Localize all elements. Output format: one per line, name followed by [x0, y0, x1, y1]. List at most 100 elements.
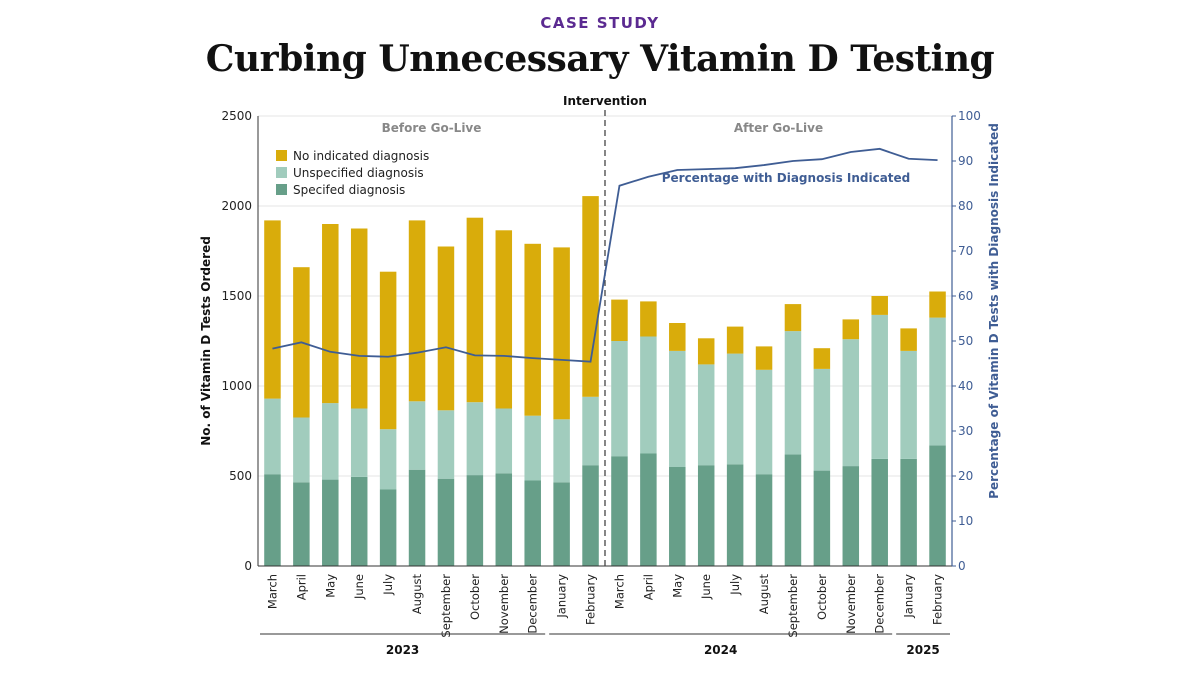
bar-unspecified: [900, 350, 917, 459]
bar-unspecified: [350, 408, 368, 477]
bar-unspecified: [437, 410, 455, 479]
x-tick-label: June: [352, 574, 366, 600]
x-tick-label: April: [641, 574, 655, 600]
right-tick-label: 100: [958, 109, 981, 123]
intervention-label: Intervention: [563, 94, 647, 108]
right-tick-label: 70: [958, 244, 973, 258]
x-tick-label: December: [873, 574, 887, 634]
x-tick-label: February: [584, 574, 598, 625]
bar-specified: [553, 482, 570, 566]
bar-no-diagnosis: [929, 291, 946, 318]
bar-no-diagnosis: [871, 296, 888, 315]
legend-label: Specifed diagnosis: [293, 183, 405, 197]
bar-specified: [495, 473, 513, 566]
bar-specified: [293, 482, 310, 566]
right-tick-label: 60: [958, 289, 973, 303]
bar-unspecified: [553, 419, 570, 483]
bar-no-diagnosis: [726, 326, 744, 354]
x-tick-label: September: [439, 574, 453, 638]
bar-no-diagnosis: [350, 228, 368, 409]
bar-no-diagnosis: [466, 217, 484, 403]
right-tick-label: 20: [958, 469, 973, 483]
x-tick-label: November: [844, 574, 858, 634]
bar-unspecified: [408, 401, 426, 470]
x-tick-label: April: [294, 574, 308, 600]
percentage-line: [272, 147, 938, 363]
bar-specified: [669, 467, 686, 566]
bar-specified: [379, 489, 397, 566]
legend-label: No indicated diagnosis: [293, 149, 429, 163]
bar-no-diagnosis: [582, 196, 599, 397]
legend-swatch: [276, 150, 287, 161]
bar-no-diagnosis: [813, 348, 831, 369]
bar-no-diagnosis: [611, 299, 628, 341]
legend-label: Unspecified diagnosis: [293, 166, 424, 180]
left-tick-label: 2000: [221, 199, 252, 213]
legend-swatch: [276, 167, 287, 178]
x-tick-label: March: [265, 574, 279, 609]
x-tick-label: July: [381, 574, 395, 596]
right-tick-label: 50: [958, 334, 973, 348]
bar-specified: [582, 465, 599, 566]
bar-unspecified: [524, 415, 541, 481]
right-tick-label: 40: [958, 379, 973, 393]
bar-unspecified: [755, 369, 773, 475]
x-tick-label: January: [555, 574, 569, 619]
before-go-live-label: Before Go-Live: [382, 121, 482, 135]
x-tick-label: January: [902, 574, 916, 619]
x-tick-label: July: [728, 574, 742, 596]
axes-layer: 0 500 1000 1500 2000 2500 0 10 20 30 40 50 60 70 80 90 1…: [199, 109, 1001, 657]
bar-specified: [929, 445, 946, 566]
bar-no-diagnosis: [322, 224, 339, 404]
case-study-kicker: CASE STUDY: [540, 14, 660, 32]
bar-specified: [755, 474, 773, 566]
bar-no-diagnosis: [437, 246, 455, 411]
right-tick-label: 30: [958, 424, 973, 438]
bar-specified: [524, 480, 541, 566]
x-tick-label: December: [526, 574, 540, 634]
year-group-label: 2024: [704, 643, 737, 657]
bar-unspecified: [871, 314, 888, 459]
percentage-line-label: Percentage with Diagnosis Indicated: [662, 171, 911, 185]
bar-unspecified: [669, 350, 686, 467]
bar-unspecified: [697, 364, 715, 466]
bar-unspecified: [726, 353, 744, 465]
bar-unspecified: [842, 339, 860, 467]
x-tick-label: October: [815, 574, 829, 620]
bar-unspecified: [264, 398, 281, 475]
x-tick-label: August: [410, 574, 424, 615]
bar-specified: [322, 479, 339, 566]
x-tick-label: February: [931, 574, 945, 625]
bar-no-diagnosis: [524, 243, 541, 416]
bar-unspecified: [929, 317, 946, 446]
bar-no-diagnosis: [697, 338, 715, 365]
bar-no-diagnosis: [669, 323, 686, 351]
right-tick-label: 10: [958, 514, 973, 528]
bar-specified: [437, 478, 455, 566]
x-tick-label: June: [699, 574, 713, 600]
bar-specified: [697, 465, 715, 566]
overlay-layer: Intervention Before Go-Live After Go-Live P…: [272, 94, 938, 566]
left-tick-label: 2500: [221, 109, 252, 123]
bar-unspecified: [582, 396, 599, 466]
left-tick-label: 0: [244, 559, 252, 573]
bar-no-diagnosis: [900, 328, 917, 351]
right-tick-label: 90: [958, 154, 973, 168]
bar-no-diagnosis: [408, 220, 426, 402]
bar-specified: [466, 475, 484, 566]
bars-layer: [264, 196, 946, 566]
bar-unspecified: [495, 408, 513, 474]
bar-unspecified: [293, 417, 310, 483]
bar-unspecified: [640, 336, 657, 454]
bar-no-diagnosis: [379, 271, 397, 430]
x-tick-label: November: [497, 574, 511, 634]
bar-specified: [871, 458, 888, 566]
right-axis-title: Percentage of Vitamin D Tests with Diagn…: [987, 123, 1001, 499]
bar-specified: [264, 474, 281, 566]
bar-specified: [842, 466, 860, 566]
right-tick-label: 0: [958, 559, 966, 573]
x-tick-label: August: [757, 574, 771, 615]
left-axis-title: No. of Vitamin D Tests Ordered: [199, 236, 213, 446]
after-go-live-label: After Go-Live: [734, 121, 823, 135]
